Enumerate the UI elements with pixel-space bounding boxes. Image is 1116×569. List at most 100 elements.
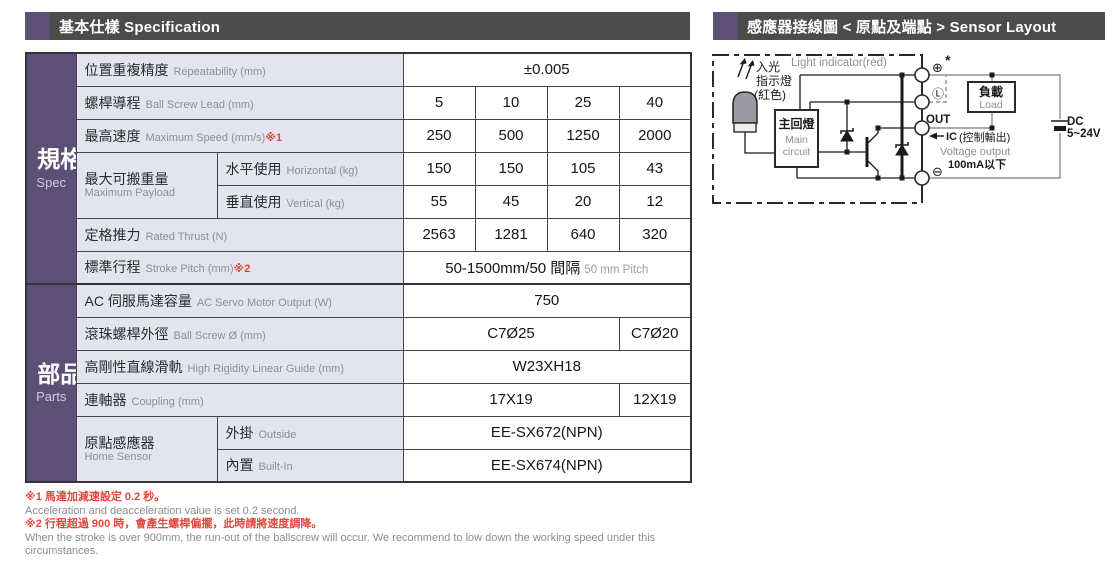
row-label-payload: 最大可搬重量 Maximum Payload (75, 151, 218, 219)
junction-dots (844, 72, 995, 181)
value-speed-3: 1250 (546, 118, 620, 153)
terminal-out-label: OUT (926, 114, 950, 126)
value-coupling-1: 17X19 (402, 382, 620, 417)
table-row: 原點感應器 Home Sensor 外掛 Outside EE-SX672(NPN) (26, 415, 692, 483)
table-row: 內置 Built-In EE-SX674(NPN) (26, 448, 692, 483)
value-speed-1: 250 (402, 118, 476, 153)
current-limit-label: 100mA以下 (948, 158, 1006, 171)
footnote-2-en: When the stroke is over 900mm, the run-o… (25, 531, 656, 558)
value-speed-2: 500 (474, 118, 548, 153)
load-circuit-wires (929, 74, 1061, 179)
table-row: 垂直使用 Vertical (kg) 55 45 20 12 (26, 184, 692, 219)
zener-diode-icon (840, 128, 854, 142)
table-row: 定格推力 Rated Thrust (N) 2563 1281 640 320 (26, 217, 692, 252)
row-label-ballscrew: 滾珠螺桿外徑 Ball Screw Ø (mm) (75, 316, 404, 351)
terminal-minus-label: ⊖ (932, 164, 943, 179)
value-lead-1: 5 (402, 85, 476, 120)
header-accent-square (25, 12, 50, 40)
table-row: 最高速度 Maximum Speed (mm/s)※1 250 500 1250 … (26, 118, 692, 153)
value-stroke: 50-1500mm/50 間隔 50 mm Pitch (402, 250, 692, 285)
dc-voltage-label: 5~24V (1067, 128, 1101, 140)
value-repeatability: ±0.005 (402, 52, 692, 87)
row-label-speed: 最高速度 Maximum Speed (mm/s)※1 (75, 118, 404, 153)
lamp-color-label: (紅色) (754, 88, 786, 102)
main-circuit-box (774, 109, 819, 168)
zener-diode-icon (895, 142, 909, 156)
table-row: 標準行程 Stroke Pitch (mm)※2 50-1500mm/50 間隔 5… (26, 250, 692, 285)
section-label-en: Spec (36, 174, 67, 190)
table-row: 連軸器 Coupling (mm) 17X19 12X19 (26, 382, 692, 417)
sensor-section-header: 感應器接線圖 < 原點及端點 > Sensor Layout (713, 12, 1105, 40)
light-arrows-icon (737, 58, 755, 80)
header-accent-square (713, 12, 738, 40)
value-horizontal-3: 105 (546, 151, 620, 186)
row-label-home-sensor: 原點感應器 Home Sensor (75, 415, 218, 483)
load-label-zh: 負載 (979, 84, 1003, 99)
footnote-ref-2: ※2 (233, 263, 251, 276)
value-lead-3: 25 (546, 85, 620, 120)
battery-icon (1051, 120, 1069, 131)
light-indicator-label: Light indicator(red) (791, 57, 887, 69)
footnotes: ※1 馬達加減速設定 0.2 秒。 Acceleration and deacc… (25, 491, 697, 559)
main-circuit-label-zh: 主回燈 (778, 116, 815, 131)
row-label-repeatability: 位置重複精度 Repeatability (mm) (75, 52, 404, 87)
value-speed-4: 2000 (618, 118, 692, 153)
main-circuit-label-en2: circuit (783, 146, 811, 158)
footnote-ref-1: ※1 (265, 131, 283, 144)
section-label-zh: 規格 (37, 146, 75, 173)
table-row: 螺桿導程 Ball Screw Lead (mm) 5 10 25 40 (26, 85, 692, 120)
footnote-1-zh: ※1 馬達加減速設定 0.2 秒。 (25, 491, 166, 503)
value-lead-2: 10 (474, 85, 548, 120)
voltage-output-label: Voltage output (940, 146, 1010, 158)
value-ballscrew-1: C7Ø25 (402, 316, 620, 351)
footnote-1-en: Acceleration and deacceleration value is… (25, 504, 300, 517)
section-label-zh: 部品 (37, 360, 75, 387)
value-thrust-3: 640 (546, 217, 620, 252)
dc-label: DC (1067, 116, 1084, 128)
value-guide: W23XH18 (402, 349, 692, 384)
terminal-plus-label: ⊕ (932, 60, 943, 75)
value-vertical-1: 55 (402, 184, 476, 219)
row-label-outside: 外掛 Outside (216, 415, 404, 450)
footnote-2-zh: ※2 行程超過 900 時，會產生螺桿偏擺，此時請將速度調降。 (25, 518, 323, 530)
main-circuit-label-en1: Main (785, 134, 808, 146)
sensor-circuit-svg: 負載 Load (712, 52, 1101, 204)
value-sensor-outside: EE-SX672(NPN) (402, 415, 692, 450)
row-label-guide: 高剛性直線滑軌 High Rigidity Linear Guide (mm) (75, 349, 404, 384)
row-label-thrust: 定格推力 Rated Thrust (N) (75, 217, 404, 252)
row-label-builtin: 內置 Built-In (216, 448, 404, 483)
value-horizontal-4: 43 (618, 151, 692, 186)
value-stroke-sub: 50 mm Pitch (584, 263, 649, 276)
row-label-lead: 螺桿導程 Ball Screw Lead (mm) (75, 85, 404, 120)
value-vertical-3: 20 (546, 184, 620, 219)
incoming-light-label: 入光 (756, 60, 780, 74)
indicator-lamp-label: 指示燈 (756, 73, 792, 88)
sensor-section-title: 感應器接線圖 < 原點及端點 > Sensor Layout (747, 18, 1057, 36)
load-box (967, 81, 1016, 113)
value-lead-4: 40 (618, 85, 692, 120)
value-thrust-2: 1281 (474, 217, 548, 252)
ic-label: IC (946, 131, 957, 143)
row-label-coupling: 連軸器 Coupling (mm) (75, 382, 404, 417)
row-label-vertical: 垂直使用 Vertical (kg) (216, 184, 404, 219)
load-label-en: Load (979, 99, 1003, 111)
table-row: 高剛性直線滑軌 High Rigidity Linear Guide (mm) W… (26, 349, 692, 384)
asterisk-label: * (945, 52, 951, 68)
row-label-stroke: 標準行程 Stroke Pitch (mm)※2 (75, 250, 404, 285)
terminal-l-label: Ⓛ (932, 87, 944, 101)
value-horizontal-1: 150 (402, 151, 476, 186)
section-label-en: Parts (36, 389, 67, 405)
value-thrust-4: 320 (618, 217, 692, 252)
section-cell-parts: 部品 Parts (25, 283, 77, 483)
value-vertical-2: 45 (474, 184, 548, 219)
value-motor: 750 (402, 283, 692, 318)
value-horizontal-2: 150 (474, 151, 548, 186)
row-label-horizontal: 水平使用 Horizontal (kg) (216, 151, 404, 186)
spec-section-title: 基本仕樣 Specification (59, 18, 221, 36)
value-coupling-2: 12X19 (618, 382, 692, 417)
row-label-motor: AC 伺服馬達容量 AC Servo Motor Output (W) (75, 283, 404, 318)
spec-section-header: 基本仕樣 Specification (25, 12, 690, 40)
